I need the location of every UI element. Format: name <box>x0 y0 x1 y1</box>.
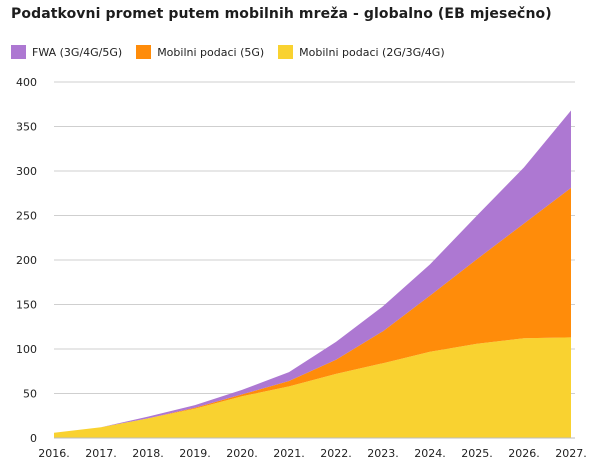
y-tick-label: 150 <box>16 299 37 312</box>
y-tick-label: 100 <box>16 343 37 356</box>
x-tick-label: 2024. <box>414 447 446 460</box>
legend-item-fwa: FWA (3G/4G/5G) <box>11 45 122 59</box>
legend-swatch-fwa <box>11 45 26 59</box>
y-tick-label: 0 <box>30 432 37 445</box>
y-tick-label: 50 <box>23 388 37 401</box>
x-tick-label: 2027. <box>555 447 587 460</box>
legend-swatch-5g <box>136 45 152 59</box>
legend-swatch-2g3g4g <box>278 45 294 59</box>
x-tick-label: 2016. <box>38 447 70 460</box>
area-5g <box>54 187 571 433</box>
area-2g3g4g <box>54 337 571 438</box>
x-tick-label: 2022. <box>320 447 352 460</box>
y-tick-label: 250 <box>16 210 37 223</box>
y-tick-label: 400 <box>16 76 37 89</box>
legend: FWA (3G/4G/5G) Mobilni podaci (5G) Mobil… <box>11 44 459 60</box>
x-tick-label: 2017. <box>85 447 117 460</box>
y-tick-label: 200 <box>16 254 37 267</box>
x-tick-label: 2021. <box>273 447 305 460</box>
x-tick-label: 2018. <box>132 447 164 460</box>
x-tick-label: 2023. <box>367 447 399 460</box>
legend-label-5g: Mobilni podaci (5G) <box>157 45 265 59</box>
legend-label-2g3g4g: Mobilni podaci (2G/3G/4G) <box>299 45 445 59</box>
x-tick-label: 2025. <box>461 447 493 460</box>
area-fwa <box>54 110 571 433</box>
x-tick-label: 2020. <box>226 447 258 460</box>
legend-item-2g3g4g: Mobilni podaci (2G/3G/4G) <box>278 45 445 59</box>
x-tick-label: 2019. <box>179 447 211 460</box>
legend-label-fwa: FWA (3G/4G/5G) <box>32 45 123 59</box>
y-tick-label: 300 <box>16 165 37 178</box>
x-tick-label: 2026. <box>508 447 540 460</box>
legend-item-5g: Mobilni podaci (5G) <box>136 45 264 59</box>
chart-title: Podatkovni promet putem mobilnih mreža -… <box>11 6 552 22</box>
y-tick-label: 350 <box>16 121 37 134</box>
